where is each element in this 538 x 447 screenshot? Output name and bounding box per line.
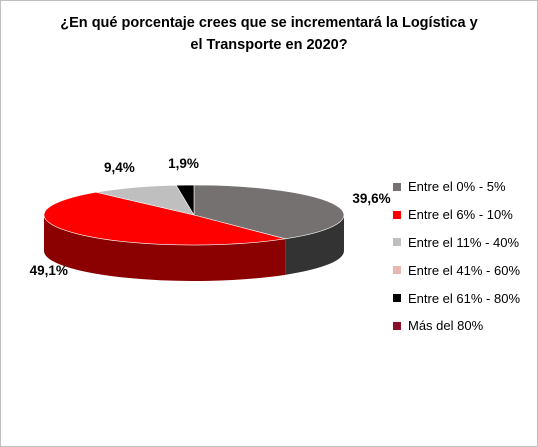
legend-swatch-2 (393, 210, 401, 219)
legend-swatch-6 (393, 321, 401, 330)
legend-item-5: Entre el 61% - 80% (393, 284, 520, 312)
chart-title-line-1: ¿En qué porcentaje crees que se incremen… (60, 15, 478, 31)
pie-side-2 (43, 215, 286, 281)
legend-label-5: Entre el 61% - 80% (408, 290, 521, 306)
chart-title-line-2: el Transporte en 2020? (190, 37, 348, 53)
chart-title: ¿En qué porcentaje crees que se incremen… (0, 12, 538, 56)
data-label-5: 1,9% (168, 155, 199, 171)
legend-swatch-4 (393, 266, 401, 275)
legend-label-1: Entre el 0% - 5% (408, 179, 506, 195)
legend-label-4: Entre el 41% - 60% (408, 262, 521, 278)
legend-label-2: Entre el 6% - 10% (408, 207, 513, 223)
data-label-1: 39,6% (352, 190, 391, 206)
legend: Entre el 0% - 5% Entre el 6% - 10% Entre e… (393, 173, 520, 340)
pie-slice-1 (193, 184, 345, 240)
legend-label-3: Entre el 11% - 40% (408, 234, 520, 250)
legend-swatch-3 (393, 238, 401, 247)
pie-side-1 (285, 215, 344, 275)
pie-slice-2 (43, 191, 286, 246)
pie-slice-3 (96, 184, 195, 216)
legend-swatch-5 (393, 294, 401, 303)
legend-item-2: Entre el 6% - 10% (393, 201, 520, 229)
pie-slice-5 (175, 184, 195, 217)
legend-item-1: Entre el 0% - 5% (393, 173, 520, 201)
data-label-3: 9,4% (104, 159, 135, 175)
legend-item-6: Más del 80% (393, 312, 520, 340)
legend-swatch-1 (393, 182, 401, 191)
data-label-2: 49,1% (29, 262, 68, 278)
legend-item-3: Entre el 11% - 40% (393, 229, 520, 257)
legend-item-4: Entre el 41% - 60% (393, 256, 520, 284)
legend-label-6: Más del 80% (408, 318, 484, 334)
